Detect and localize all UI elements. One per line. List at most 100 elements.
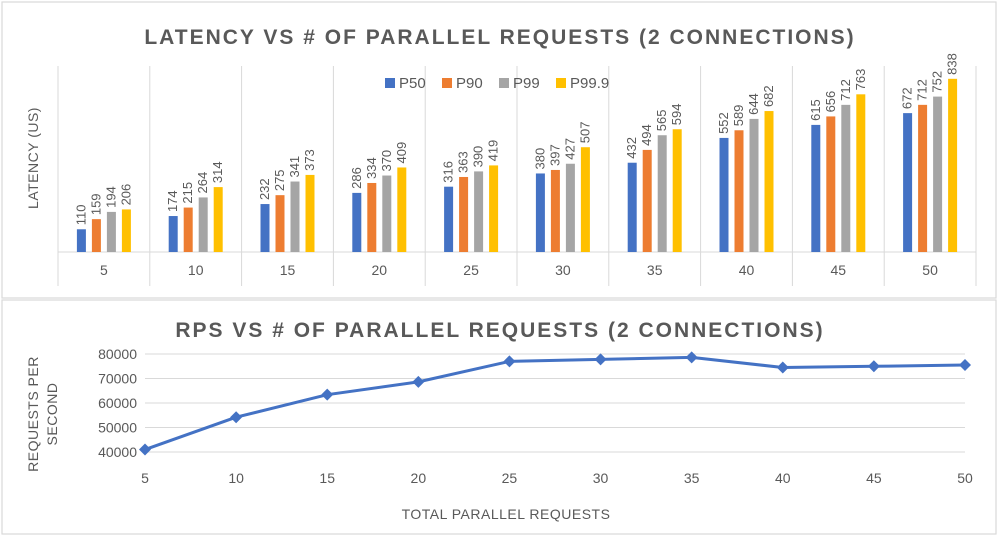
data-label: 589	[731, 105, 746, 127]
bar-p99-9-15	[305, 174, 315, 252]
data-label: 644	[746, 93, 761, 115]
x-tick-label: 30	[593, 470, 609, 486]
bar-p99-9-25	[489, 165, 499, 252]
data-label: 174	[165, 190, 180, 212]
data-label: 409	[394, 142, 409, 164]
bar-p50-30	[535, 173, 545, 252]
data-label: 110	[73, 205, 88, 226]
rps-point	[230, 411, 243, 424]
legend-label: P90	[456, 75, 483, 92]
rps-y-axis-title-line1: REQUESTS PER	[25, 356, 41, 472]
bar-p50-50	[903, 113, 913, 253]
data-label: 752	[930, 71, 945, 93]
data-label: 215	[180, 182, 195, 204]
x-tick-label: 15	[319, 470, 335, 486]
x-tick-label: 45	[831, 262, 847, 278]
bar-p50-5	[76, 229, 86, 252]
rps-point	[685, 351, 698, 364]
y-tick-label: 50000	[98, 420, 137, 436]
bar-p99-9-45	[856, 94, 866, 253]
x-tick-label: 30	[555, 262, 571, 278]
bar-p90-15	[275, 195, 285, 252]
bar-p90-30	[550, 169, 560, 252]
data-label: 419	[486, 140, 501, 162]
rps-chart-frame	[1, 299, 997, 535]
x-tick-label: 50	[922, 262, 938, 278]
rps-point	[959, 359, 971, 372]
data-label: 341	[287, 156, 302, 178]
data-label: 507	[577, 122, 592, 144]
x-tick-label: 40	[739, 262, 755, 278]
data-label: 494	[639, 124, 654, 146]
latency-x-tick-labels: 5 10 15 20 25 30 35 40 45 50	[100, 262, 938, 278]
legend-swatch	[556, 78, 566, 88]
bar-p99-9-20	[397, 167, 407, 252]
x-tick-label: 10	[228, 470, 244, 486]
x-tick-label: 45	[866, 470, 882, 486]
bar-p50-35	[627, 162, 637, 252]
data-label: 334	[364, 157, 379, 179]
x-tick-label: 25	[463, 262, 479, 278]
latency-legend: P50 P90 P99 P99.9	[385, 75, 609, 92]
x-tick-label: 20	[411, 470, 427, 486]
data-label: 373	[302, 149, 317, 171]
x-tick-label: 35	[647, 262, 663, 278]
rps-y-axis-title-part1: REQUESTS PER	[25, 356, 41, 472]
x-tick-label: 10	[188, 262, 204, 278]
data-label: 672	[900, 87, 915, 109]
rps-y-axis-title-line2: SECOND	[44, 383, 60, 446]
latency-bars	[76, 78, 958, 253]
bar-p99-9-30	[580, 147, 590, 252]
bar-p99-9-40	[764, 111, 774, 252]
y-tick-label: 40000	[98, 444, 137, 460]
bar-p99-15	[290, 181, 300, 252]
rps-line	[144, 355, 966, 452]
bar-p99-25	[474, 171, 484, 252]
bar-p90-50	[918, 104, 928, 252]
rps-point	[594, 353, 607, 366]
rps-x-tick-labels: 5 10 15 20 25 30 35 40 45 50	[141, 470, 973, 486]
data-label: 232	[257, 178, 272, 200]
data-label: 763	[853, 69, 868, 91]
rps-point	[412, 375, 425, 388]
bar-p90-40	[734, 130, 744, 252]
x-tick-label: 5	[100, 262, 108, 278]
x-tick-label: 20	[372, 262, 388, 278]
x-tick-label: 40	[775, 470, 791, 486]
bar-p50-45	[811, 124, 821, 252]
bar-p90-10	[183, 207, 193, 252]
data-label: 316	[441, 161, 456, 183]
data-label: 712	[838, 79, 853, 101]
data-label: 194	[103, 186, 118, 208]
bar-p99-50	[933, 96, 943, 252]
bar-p50-10	[168, 216, 178, 252]
bar-p90-20	[367, 182, 377, 252]
bar-p90-45	[826, 116, 836, 252]
data-label: 314	[210, 161, 225, 183]
y-tick-label: 70000	[98, 371, 137, 387]
y-tick-label: 60000	[98, 395, 137, 411]
data-label: 390	[471, 146, 486, 168]
data-label: 682	[761, 85, 776, 107]
bar-p90-25	[459, 176, 469, 252]
rps-point	[867, 360, 880, 373]
latency-chart-title: LATENCY VS # OF PARALLEL REQUESTS (2 CON…	[144, 26, 855, 49]
bar-p50-40	[719, 137, 729, 252]
data-label: 275	[272, 169, 287, 191]
data-label: 397	[547, 144, 562, 166]
bar-p90-5	[91, 219, 101, 252]
data-label: 264	[195, 172, 210, 194]
data-label: 206	[118, 184, 133, 206]
bar-p99-9-5	[121, 209, 131, 252]
bar-p99-40	[749, 118, 759, 252]
data-label: 838	[945, 53, 960, 75]
bar-p50-25	[444, 186, 454, 252]
data-label: 552	[716, 112, 731, 134]
bar-p99-5	[106, 211, 116, 252]
rps-x-axis-title: TOTAL PARALLEL REQUESTS	[402, 506, 611, 522]
data-label: 363	[456, 151, 471, 173]
bar-p99-9-10	[213, 187, 223, 252]
